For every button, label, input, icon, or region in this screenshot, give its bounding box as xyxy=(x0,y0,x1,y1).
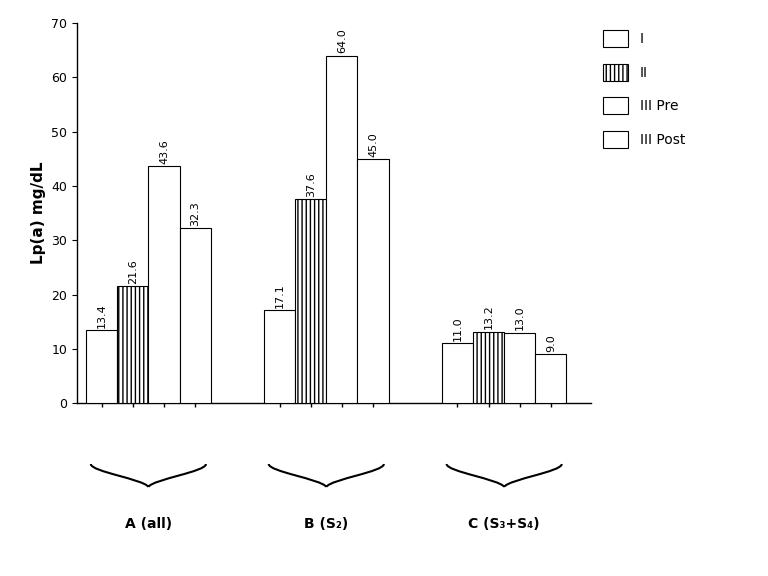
Bar xyxy=(148,166,180,403)
Bar xyxy=(504,332,535,403)
Text: 13.4: 13.4 xyxy=(97,304,107,328)
Bar xyxy=(86,331,118,403)
Text: C (S₃+S₄): C (S₃+S₄) xyxy=(468,517,540,531)
Text: 21.6: 21.6 xyxy=(127,259,137,284)
Bar xyxy=(264,310,295,403)
Text: 9.0: 9.0 xyxy=(546,335,556,352)
Text: 13.2: 13.2 xyxy=(484,305,494,329)
Text: B (S₂): B (S₂) xyxy=(304,517,349,531)
Text: 45.0: 45.0 xyxy=(368,132,378,157)
Text: 43.6: 43.6 xyxy=(159,139,169,164)
Bar xyxy=(180,228,210,403)
Text: 64.0: 64.0 xyxy=(337,29,347,54)
Bar xyxy=(473,332,504,403)
Text: A (all): A (all) xyxy=(125,517,172,531)
Bar xyxy=(357,159,389,403)
Legend: I, II, III Pre, III Post: I, II, III Pre, III Post xyxy=(604,30,685,148)
Bar xyxy=(295,199,326,403)
Y-axis label: Lp(a) mg/dL: Lp(a) mg/dL xyxy=(31,162,45,264)
Text: 32.3: 32.3 xyxy=(190,201,200,226)
Text: 11.0: 11.0 xyxy=(452,317,462,342)
Bar xyxy=(442,343,473,403)
Text: 13.0: 13.0 xyxy=(515,306,525,331)
Text: 37.6: 37.6 xyxy=(306,172,316,197)
Bar xyxy=(326,56,357,403)
Bar xyxy=(535,354,567,403)
Text: 17.1: 17.1 xyxy=(275,283,285,308)
Bar xyxy=(118,286,148,403)
